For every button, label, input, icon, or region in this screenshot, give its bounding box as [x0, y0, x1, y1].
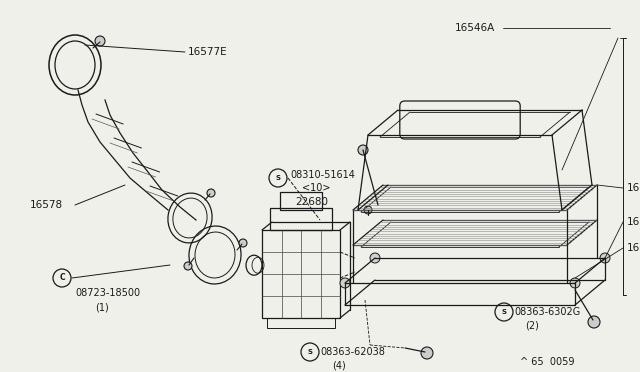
Text: 16500: 16500 — [627, 217, 640, 227]
Circle shape — [421, 347, 433, 359]
Text: (2): (2) — [525, 321, 539, 331]
Text: ^ 65  0059: ^ 65 0059 — [520, 357, 575, 367]
Text: 16578: 16578 — [30, 200, 63, 210]
Bar — [280, 192, 322, 210]
Text: S: S — [275, 175, 280, 181]
Text: 16546A: 16546A — [455, 23, 495, 33]
Text: 08310-51614: 08310-51614 — [290, 170, 355, 180]
Text: 16546: 16546 — [627, 243, 640, 253]
Circle shape — [588, 316, 600, 328]
Circle shape — [184, 262, 192, 270]
Circle shape — [358, 145, 368, 155]
Text: S: S — [502, 309, 506, 315]
Text: 08363-6302G: 08363-6302G — [514, 307, 580, 317]
Circle shape — [207, 189, 215, 197]
Text: C: C — [59, 273, 65, 282]
Circle shape — [570, 278, 580, 288]
Text: (1): (1) — [95, 303, 109, 313]
Circle shape — [95, 36, 105, 46]
Text: (4): (4) — [332, 361, 346, 371]
Text: S: S — [307, 349, 312, 355]
Circle shape — [340, 278, 350, 288]
Text: <10>: <10> — [302, 183, 330, 193]
Text: 16536: 16536 — [627, 183, 640, 193]
Text: 08363-62038: 08363-62038 — [320, 347, 385, 357]
Text: 22680: 22680 — [295, 197, 328, 207]
Bar — [270, 208, 332, 230]
Text: 16577E: 16577E — [188, 47, 228, 57]
Bar — [262, 230, 340, 318]
Text: 08723-18500: 08723-18500 — [75, 288, 140, 298]
Bar — [267, 318, 335, 328]
Circle shape — [370, 253, 380, 263]
Circle shape — [600, 253, 610, 263]
Circle shape — [239, 239, 247, 247]
Circle shape — [364, 206, 372, 214]
